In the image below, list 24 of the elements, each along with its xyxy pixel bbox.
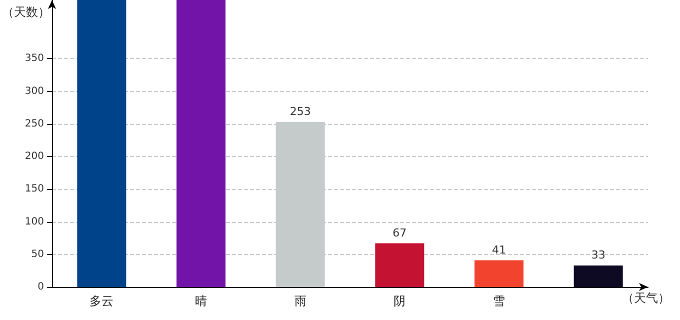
bar — [574, 265, 623, 287]
y-tick-label: 350 — [24, 53, 44, 64]
x-axis-title: （天气） — [622, 291, 670, 305]
y-axis-title: （天数） — [2, 5, 50, 19]
y-tick-label: 100 — [24, 216, 44, 228]
x-tick-label: 阴 — [394, 294, 406, 308]
y-tick-label: 200 — [24, 151, 44, 162]
y-tick-label: 0 — [38, 282, 44, 292]
data-label: 67 — [392, 226, 407, 240]
y-tick-label: 300 — [24, 86, 44, 97]
y-tick-label: 50 — [31, 248, 44, 260]
data-label: 41 — [492, 243, 506, 256]
data-label: 253 — [290, 104, 311, 118]
x-tick-label: 雨 — [294, 294, 306, 308]
bar — [375, 243, 424, 287]
data-label: 33 — [591, 248, 606, 262]
bar — [77, 0, 126, 287]
bar — [474, 260, 524, 287]
y-tick-label: 250 — [24, 118, 44, 130]
x-tick-label: 多云 — [90, 294, 114, 308]
bar — [176, 0, 226, 287]
y-tick-label: 150 — [24, 184, 44, 195]
x-tick-label: 雪 — [493, 294, 505, 308]
x-tick-label: 晴 — [195, 294, 207, 308]
